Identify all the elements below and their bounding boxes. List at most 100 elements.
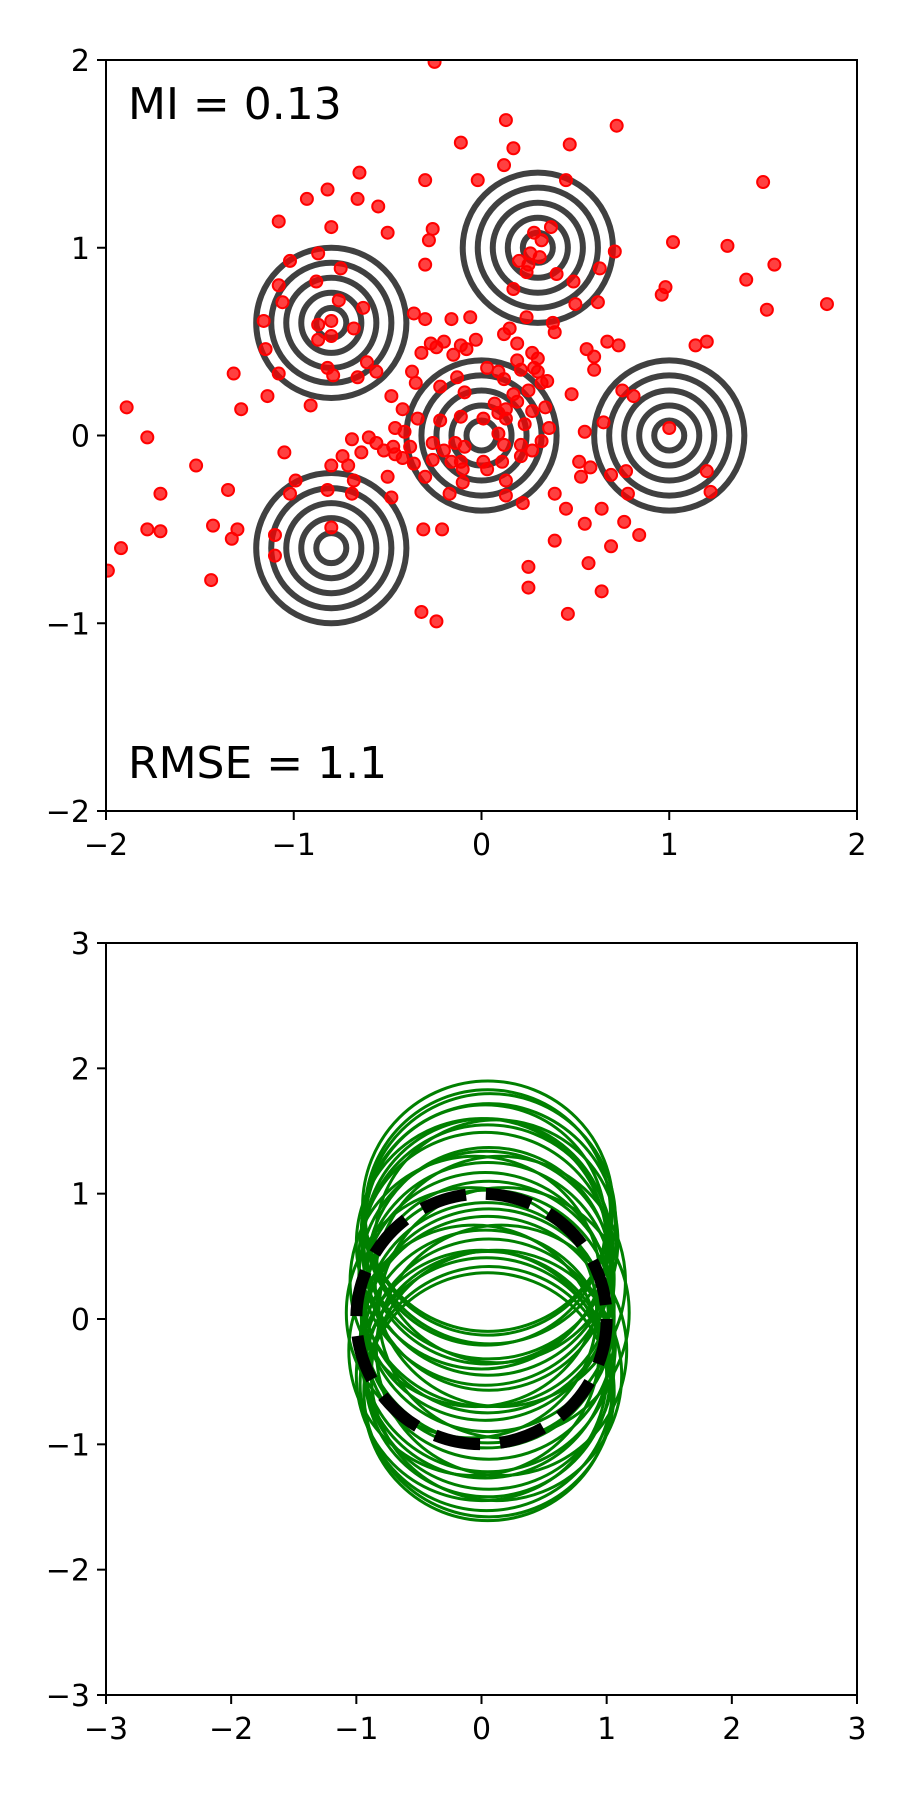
- top-ytick-label: 0: [71, 420, 90, 455]
- top-x-axis: −2 −1 0 1 2: [84, 811, 867, 863]
- bottom-ytick: 1: [71, 1178, 106, 1213]
- scatter-point: [542, 420, 557, 435]
- scatter-point: [429, 614, 444, 629]
- scatter-point: [703, 484, 718, 499]
- scatter-point: [468, 332, 483, 347]
- scatter-point: [433, 413, 448, 428]
- scatter-point: [299, 191, 314, 206]
- scatter-point: [153, 524, 168, 539]
- scatter-point: [521, 580, 536, 595]
- scatter-point: [436, 443, 451, 458]
- bottom-ytick-label: 3: [71, 927, 90, 962]
- top-ytick-label: −1: [46, 607, 90, 642]
- scatter-point: [271, 214, 286, 229]
- scatter-point: [425, 221, 440, 236]
- contour-line: [489, 199, 586, 296]
- scatter-point: [311, 246, 326, 261]
- scatter-point: [532, 250, 547, 265]
- scatter-point: [371, 199, 386, 214]
- scatter-point: [534, 233, 549, 248]
- scatter-point: [506, 282, 521, 297]
- scatter-point: [309, 274, 324, 289]
- scatter-point: [425, 452, 440, 467]
- scatter-point: [406, 456, 421, 471]
- bottom-xtick: −3: [84, 1695, 128, 1747]
- scatter-point: [418, 469, 433, 484]
- scatter-point: [106, 563, 115, 578]
- scatter-point: [498, 411, 513, 426]
- scatter-point: [583, 460, 598, 475]
- scatter-point: [418, 173, 433, 188]
- top-xtick-label: 0: [472, 828, 491, 863]
- scatter-point: [497, 327, 512, 342]
- scatter-point: [324, 313, 339, 328]
- scatter-point: [506, 141, 521, 156]
- scatter-point: [470, 173, 485, 188]
- top-points: [106, 60, 834, 629]
- contour-line: [298, 289, 365, 356]
- bottom-ytick-label: 0: [71, 1303, 90, 1338]
- scatter-point: [611, 338, 626, 353]
- bottom-ytick-label: 2: [71, 1052, 90, 1087]
- scatter-point: [153, 486, 168, 501]
- scatter-point: [344, 486, 359, 501]
- scatter-point: [346, 473, 361, 488]
- scatter-point: [530, 364, 545, 379]
- scatter-point: [282, 486, 297, 501]
- scatter-point: [587, 349, 602, 364]
- contour-line: [504, 214, 571, 281]
- bottom-xtick: 2: [722, 1695, 741, 1747]
- contour-line: [253, 244, 410, 401]
- scatter-point: [418, 257, 433, 272]
- scatter-point: [384, 389, 399, 404]
- scatter-point: [140, 430, 155, 445]
- top-ytick-label: 1: [71, 232, 90, 267]
- contour-line: [591, 357, 748, 514]
- scatter-point: [480, 462, 495, 477]
- scatter-point: [303, 398, 318, 413]
- rmse-annotation: RMSE = 1.1: [128, 738, 387, 789]
- scatter-point: [267, 548, 282, 563]
- scatter-point: [577, 424, 592, 439]
- scatter-point: [429, 340, 444, 355]
- top-xtick: −2: [84, 811, 128, 863]
- scatter-point: [397, 424, 412, 439]
- scatter-point: [699, 334, 714, 349]
- scatter-point: [521, 383, 536, 398]
- scatter-point: [498, 488, 513, 503]
- bottom-ytick: 3: [71, 927, 106, 962]
- top-ytick-label: −2: [46, 795, 90, 830]
- scatter-point: [525, 443, 540, 458]
- top-xtick: −1: [272, 811, 316, 863]
- scatter-point: [654, 287, 669, 302]
- scatter-point: [574, 469, 589, 484]
- scatter-point: [497, 437, 512, 452]
- bottom-ytick: 0: [71, 1303, 106, 1338]
- scatter-point: [615, 383, 630, 398]
- scatter-point: [819, 297, 834, 312]
- scatter-point: [498, 473, 513, 488]
- scatter-point: [767, 257, 782, 272]
- scatter-point: [267, 528, 282, 543]
- top-xtick-label: −2: [84, 828, 128, 863]
- contour-line: [433, 387, 530, 484]
- scatter-point: [497, 372, 512, 387]
- scatter-point: [221, 482, 236, 497]
- contour-line: [283, 500, 380, 597]
- bottom-xtick: −2: [209, 1695, 253, 1747]
- bottom-xtick-label: −1: [334, 1712, 378, 1747]
- scatter-point: [427, 60, 442, 69]
- top-ytick: 1: [71, 232, 106, 267]
- scatter-point: [403, 439, 418, 454]
- scatter-point: [234, 402, 249, 417]
- scatter-point: [433, 379, 448, 394]
- bottom-sample-circles: [344, 1079, 631, 1523]
- scatter-point: [549, 267, 564, 282]
- contour-line: [651, 417, 688, 454]
- scatter-point: [600, 334, 615, 349]
- scatter-point: [453, 135, 468, 150]
- contour-line: [298, 515, 365, 582]
- scatter-point: [380, 469, 395, 484]
- scatter-point: [324, 520, 339, 535]
- scatter-point: [562, 137, 577, 152]
